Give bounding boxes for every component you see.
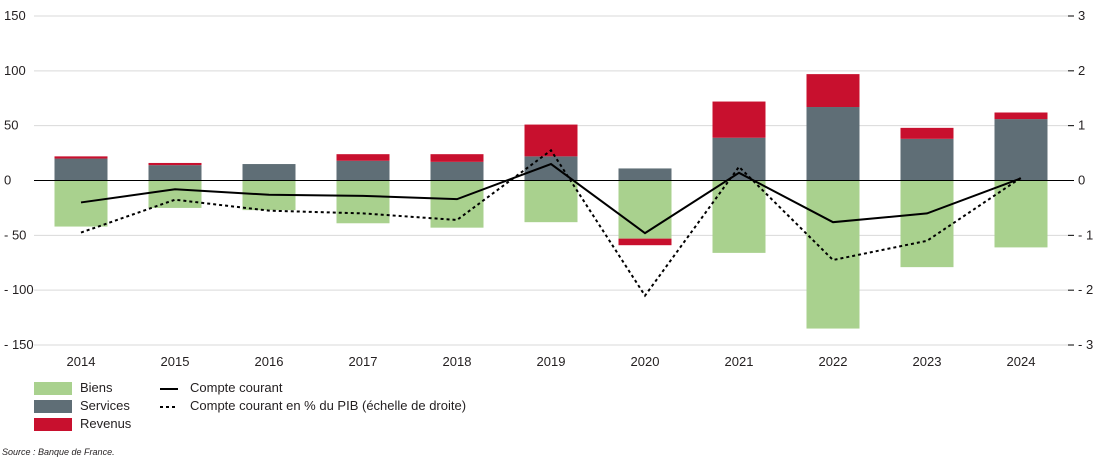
left-axis-ticks: 150 100 50 0 - 50 - 100 - 150 bbox=[4, 8, 34, 352]
bar-biens-2024 bbox=[994, 180, 1048, 248]
y2-tick-label: 0 bbox=[1078, 173, 1085, 188]
bar-biens-2022 bbox=[806, 180, 860, 329]
legend-swatch-services bbox=[34, 399, 72, 413]
legend-line-dotted-icon bbox=[158, 400, 196, 413]
x-tick-label-2016: 2016 bbox=[255, 354, 284, 369]
bar-services-2023 bbox=[900, 138, 954, 181]
bar-biens-2017 bbox=[336, 180, 390, 224]
bar-revenus-2017 bbox=[336, 154, 390, 161]
legend-label-compte-courant-pib: Compte courant en % du PIB (échelle de d… bbox=[190, 398, 467, 413]
right-axis-ticks: 3 2 1 0 - 1 - 2 - 3 bbox=[1068, 8, 1093, 352]
legend-item-compte-courant: Compte courant bbox=[158, 379, 466, 397]
legend-item-revenus: Revenus bbox=[34, 415, 131, 433]
legend-left: Biens Services Revenus bbox=[34, 379, 131, 433]
bar-services-2022 bbox=[806, 107, 860, 181]
x-tick-label-2017: 2017 bbox=[349, 354, 378, 369]
y-tick-label: 100 bbox=[4, 63, 26, 78]
y-tick-label: 0 bbox=[4, 173, 11, 188]
legend-item-biens: Biens bbox=[34, 379, 131, 397]
y2-tick-label: - 1 bbox=[1078, 227, 1093, 242]
bar-revenus-2014 bbox=[54, 156, 108, 159]
y2-tick-label: - 3 bbox=[1078, 337, 1093, 352]
chart: 150 100 50 0 - 50 - 100 - 150 3 2 1 0 - 1 - 2 - 3 20… bbox=[4, 8, 1093, 369]
legend-swatch-biens bbox=[34, 381, 72, 395]
y-tick-label: - 50 bbox=[4, 227, 26, 242]
x-tick-label-2020: 2020 bbox=[631, 354, 660, 369]
bar-revenus-2021 bbox=[712, 101, 766, 138]
bar-revenus-2022 bbox=[806, 74, 860, 108]
y2-tick-label: 3 bbox=[1078, 8, 1085, 23]
bar-revenus-2015 bbox=[148, 162, 202, 166]
legend-label-services: Services bbox=[80, 398, 130, 413]
bar-biens-2014 bbox=[54, 180, 108, 227]
legend-item-services: Services bbox=[34, 397, 131, 415]
legend-swatch-revenus bbox=[34, 417, 72, 431]
series-lines bbox=[80, 148, 1022, 298]
y-tick-label: - 150 bbox=[4, 337, 34, 352]
x-axis-ticks: 2014 2015 2016 2017 2018 2019 2020 2021 2022 2023… bbox=[67, 354, 1036, 369]
x-tick-label-2014: 2014 bbox=[67, 354, 96, 369]
x-tick-label-2024: 2024 bbox=[1007, 354, 1036, 369]
y2-tick-label: 2 bbox=[1078, 63, 1085, 78]
bar-biens-2020 bbox=[618, 180, 672, 239]
bar-services-2016 bbox=[242, 164, 296, 181]
bar-biens-2015 bbox=[148, 180, 202, 208]
bar-revenus-2018 bbox=[430, 154, 484, 162]
bar-revenus-2020 bbox=[618, 238, 672, 246]
bar-services-2020 bbox=[618, 168, 672, 181]
x-tick-label-2018: 2018 bbox=[443, 354, 472, 369]
legend-item-compte-courant-pib: Compte courant en % du PIB (échelle de d… bbox=[158, 397, 466, 415]
bar-biens-2023 bbox=[900, 180, 954, 268]
y-tick-label: 50 bbox=[4, 118, 18, 133]
line-compte-courant bbox=[80, 162, 1022, 235]
bar-revenus-2024 bbox=[994, 112, 1048, 120]
x-tick-label-2021: 2021 bbox=[725, 354, 754, 369]
bar-revenus-2023 bbox=[900, 127, 954, 139]
legend-right: Compte courant Compte courant en % du PI… bbox=[158, 379, 466, 415]
bar-services-2021 bbox=[712, 137, 766, 181]
x-tick-label-2015: 2015 bbox=[161, 354, 190, 369]
y2-tick-label: - 2 bbox=[1078, 282, 1093, 297]
bar-biens-2019 bbox=[524, 180, 578, 223]
line-compte-courant-pib bbox=[80, 148, 1022, 298]
bar-biens-2021 bbox=[712, 180, 766, 253]
legend-label-compte-courant: Compte courant bbox=[190, 380, 283, 395]
legend-line-solid-icon bbox=[158, 382, 196, 395]
x-tick-label-2023: 2023 bbox=[913, 354, 942, 369]
source-note: Source : Banque de France. bbox=[2, 447, 115, 457]
bar-services-2015 bbox=[148, 165, 202, 181]
bar-services-2024 bbox=[994, 119, 1048, 181]
bar-biens-2018 bbox=[430, 180, 484, 228]
legend-label-biens: Biens bbox=[80, 380, 113, 395]
x-tick-label-2022: 2022 bbox=[819, 354, 848, 369]
bar-services-2014 bbox=[54, 158, 108, 181]
x-tick-label-2019: 2019 bbox=[537, 354, 566, 369]
legend-label-revenus: Revenus bbox=[80, 416, 132, 431]
y-tick-label: 150 bbox=[4, 8, 26, 23]
y2-tick-label: 1 bbox=[1078, 118, 1085, 133]
bar-services-2017 bbox=[336, 160, 390, 181]
bar-services-2018 bbox=[430, 161, 484, 181]
y-tick-label: - 100 bbox=[4, 282, 34, 297]
